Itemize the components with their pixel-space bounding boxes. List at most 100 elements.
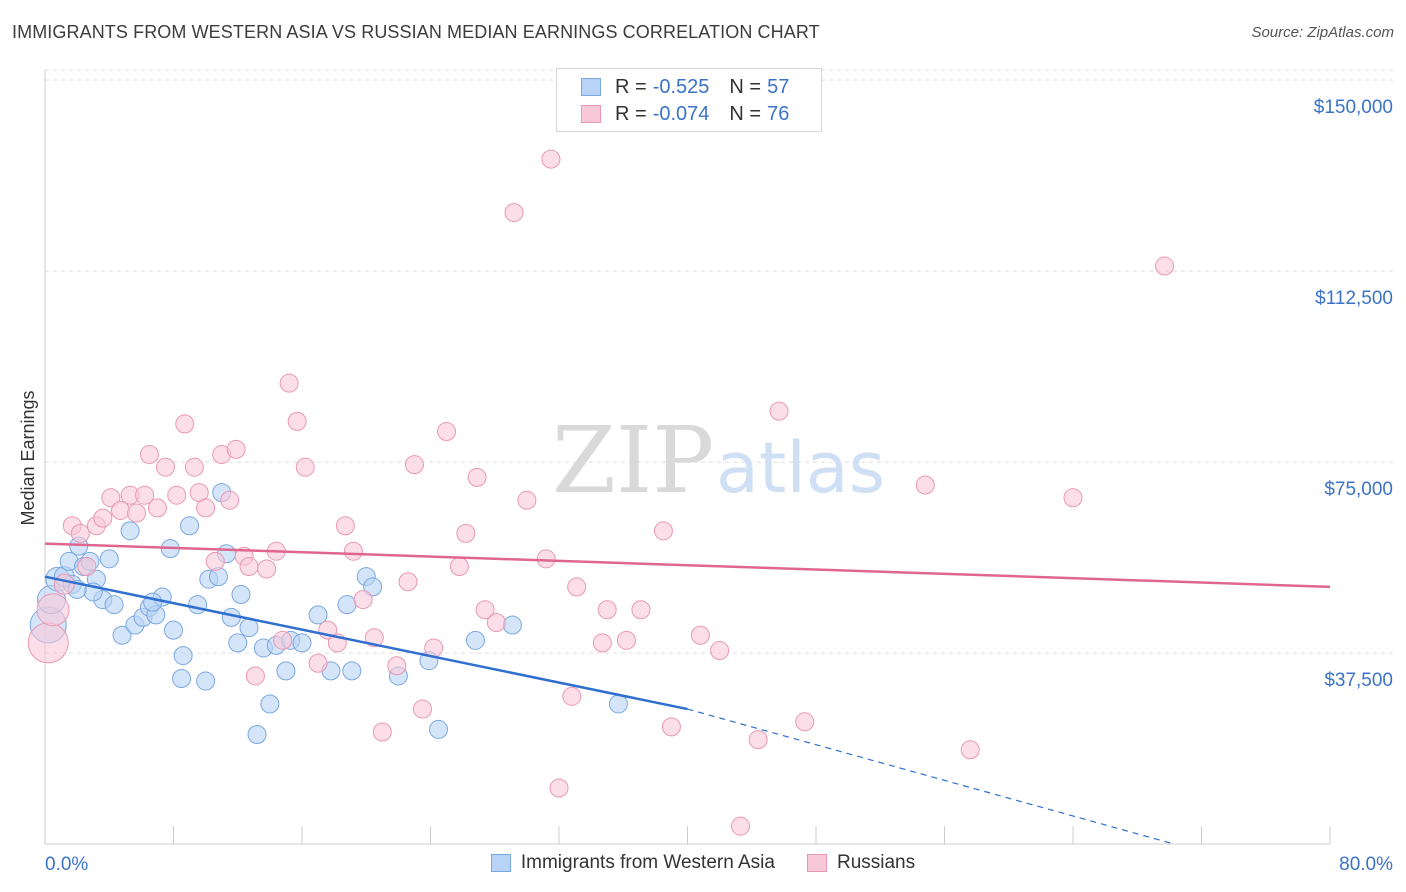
watermark-atlas: atlas [716,427,885,509]
point-russians [155,457,175,477]
y-tick-label: $37,500 [1324,670,1393,691]
point-western-asia [260,694,280,714]
series-legend: Immigrants from Western Asia Russians [0,852,1406,874]
point-western-asia [231,584,251,604]
point-western-asia [363,577,383,597]
point-western-asia [99,549,119,569]
point-russians [70,523,90,543]
point-russians [77,556,97,576]
point-western-asia [276,661,296,681]
point-russians [467,467,487,487]
chart-source: Source: ZipAtlas.com [1251,24,1394,41]
point-russians [184,457,204,477]
point-western-asia [180,516,200,536]
legend-n-label: N = [729,102,762,125]
point-russians [592,633,612,653]
point-russians [364,628,384,648]
point-russians [1063,488,1083,508]
y-tick-label: $150,000 [1314,97,1393,118]
legend-n-value: 76 [767,102,790,125]
point-russians [549,778,569,798]
point-russians [257,559,277,579]
point-russians [1155,256,1175,276]
series-legend-item-russians: Russians [806,852,915,874]
point-russians [287,411,307,431]
point-russians [398,572,418,592]
trendline-extension-western-asia [687,708,1175,845]
series-swatch-pink [806,854,827,872]
point-russians [748,730,768,750]
point-russians [343,541,363,561]
legend-r-label: R = [615,75,647,98]
x-tick-label-max: 80.0% [1339,854,1393,875]
point-russians [597,600,617,620]
point-russians [631,600,651,620]
point-russians [456,523,476,543]
legend-row-western-asia: R = -0.525 N = 57 [581,74,789,100]
legend-r-value: -0.525 [652,75,710,98]
point-russians [279,373,299,393]
point-western-asia [173,646,193,666]
point-russians [295,457,315,477]
point-russians [960,740,980,760]
point-russians [335,516,355,536]
point-russians [616,630,636,650]
point-russians [53,573,75,595]
legend-swatch-blue [581,78,601,96]
point-western-asia [196,671,216,691]
point-russians [769,401,789,421]
point-russians [147,498,167,518]
correlation-legend: R = -0.525 N = 57 R = -0.074 N = 76 [556,68,822,132]
legend-n-label: N = [729,75,762,98]
point-russians [167,485,187,505]
y-tick-label: $112,500 [1315,288,1393,309]
point-russians [661,717,681,737]
point-russians [541,149,561,169]
point-western-asia [292,633,312,653]
series-swatch-blue [490,854,511,872]
point-russians [205,551,225,571]
point-russians [567,577,587,597]
point-russians [308,653,328,673]
watermark-zip: ZIP [552,407,714,514]
point-russians [273,630,293,650]
point-russians [93,508,113,528]
legend-swatch-pink [581,105,601,123]
point-western-asia [429,719,449,739]
point-russians [101,488,121,508]
point-western-asia [465,630,485,650]
trendline-western-asia [44,575,688,711]
point-western-asia [608,694,628,714]
point-russians [220,490,240,510]
point-russians [653,521,673,541]
point-western-asia [239,618,259,638]
point-russians [731,816,751,836]
point-russians [245,666,265,686]
point-russians [226,439,246,459]
point-russians [404,455,424,475]
point-western-asia [188,595,208,615]
point-russians [110,500,130,520]
point-western-asia [112,625,132,645]
point-western-asia [247,725,267,745]
point-russians [387,656,407,676]
point-russians [372,722,392,742]
series-legend-label: Immigrants from Western Asia [520,852,775,873]
point-russians [27,622,69,664]
point-russians [239,556,259,576]
label-layer: Median Earnings $37,500 $75,000 $112,500 $1… [18,97,1393,875]
point-russians [915,475,935,495]
legend-row-russians: R = -0.074 N = 76 [581,101,789,127]
point-russians [437,422,457,442]
x-tick-label-min: 0.0% [45,854,88,875]
point-russians [536,549,556,569]
point-russians [353,590,373,610]
point-western-asia [172,669,192,689]
point-western-asia [342,661,362,681]
point-western-asia [164,620,183,640]
point-western-asia [228,633,248,653]
point-western-asia [502,615,522,635]
y-axis-title: Median Earnings [18,390,38,525]
y-tick-label: $75,000 [1324,479,1393,500]
